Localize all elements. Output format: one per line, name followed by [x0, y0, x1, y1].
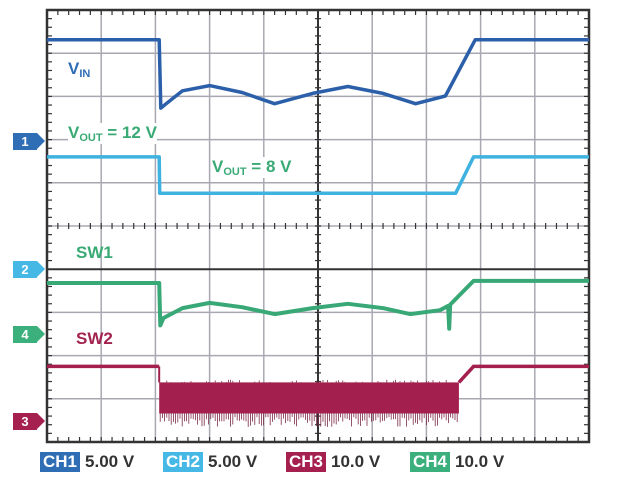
- trace-ch4: [47, 278, 589, 331]
- sw2-switching-band: [159, 382, 459, 414]
- legend-ch2-name: CH2: [163, 452, 204, 472]
- ch3-ground-marker: 3: [13, 413, 45, 430]
- legend-ch1: CH1 5.00 V: [40, 452, 134, 472]
- legend-ch1-name: CH1: [40, 452, 81, 472]
- vout-8v-label: VOUT = 8 V: [212, 157, 292, 178]
- vin-label: VIN: [68, 59, 91, 80]
- trace-ch2: [47, 155, 589, 195]
- legend-ch3-scale: 10.0 V: [331, 452, 381, 471]
- legend-ch2-scale: 5.00 V: [208, 452, 258, 471]
- legend-ch1-scale: 5.00 V: [85, 452, 135, 471]
- vout-12v-label: VOUT = 12 V: [68, 123, 157, 144]
- legend-ch2: CH2 5.00 V: [163, 452, 257, 472]
- legend-ch3: CH3 10.0 V: [286, 452, 380, 472]
- trace-ch3: [47, 364, 589, 384]
- legend-ch4-name: CH4: [410, 452, 451, 472]
- plot-border: [45, 8, 591, 444]
- sw2-label: SW2: [76, 329, 113, 348]
- legend-ch4-scale: 10.0 V: [455, 452, 505, 471]
- trace-ch1: [47, 38, 589, 110]
- legend-ch3-name: CH3: [286, 452, 327, 472]
- sw1-label: SW1: [76, 243, 113, 262]
- ch4-ground-marker: 4: [13, 326, 45, 343]
- ch1-ground-marker: 1: [13, 133, 45, 150]
- ch2-ground-marker: 2: [13, 261, 45, 278]
- legend-ch4: CH4 10.0 V: [410, 452, 504, 472]
